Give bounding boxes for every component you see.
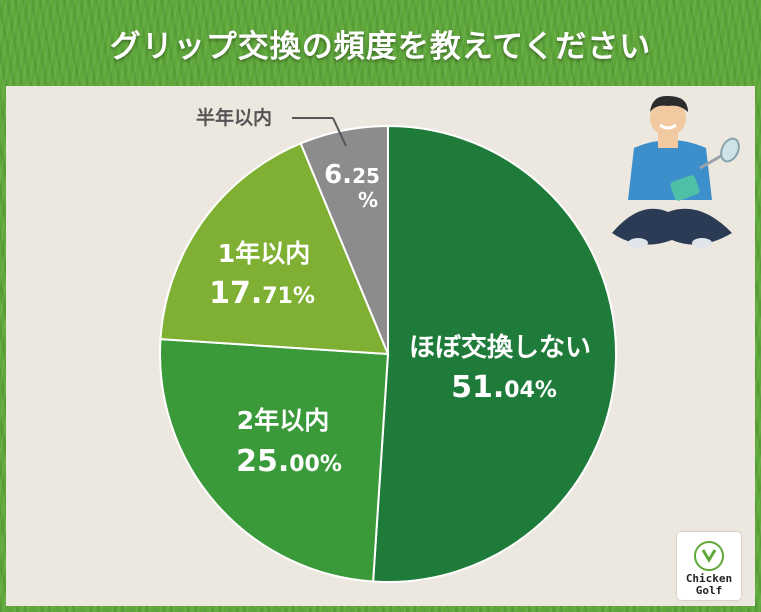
- slice-value-rarely: 51.04%: [451, 370, 557, 405]
- slice-value-half-year-pct: %: [358, 188, 378, 212]
- logo-circle: [694, 541, 724, 571]
- leader-line-angle: [332, 117, 347, 147]
- slice-value-1y: 17.71%: [209, 276, 315, 311]
- pie-slice-2y: [159, 338, 390, 583]
- pie-slice-rarely: [372, 124, 618, 583]
- slice-value-half-year-int: 6.: [324, 160, 352, 190]
- slice-value-1y-dec: 71%: [262, 284, 315, 309]
- slice-label-1y: 1年以内: [218, 239, 310, 268]
- logo-text-line2: Golf: [696, 584, 723, 597]
- slice-value-half-year: 6.25: [324, 160, 380, 190]
- golfer-illustration: [612, 95, 740, 248]
- slice-value-half-year-dec: 25: [352, 164, 380, 188]
- page-title: グリップ交換の頻度を教えてください: [109, 28, 652, 65]
- slice-label-half-year: 半年以内: [196, 106, 272, 129]
- slice-value-2y-int: 25.: [236, 444, 289, 479]
- slice-label-rarely: ほぼ交換しない: [409, 332, 591, 363]
- pie-slice-half-year: [299, 124, 389, 355]
- slice-value-2y: 25.00%: [236, 444, 342, 479]
- slice-value-2y-dec: 00%: [289, 452, 342, 477]
- logo-text-line1: Chicken: [686, 572, 732, 585]
- slice-label-2y: 2年以内: [237, 406, 329, 435]
- slice-value-rarely-int: 51.: [451, 370, 504, 405]
- logo-mark: [701, 549, 717, 563]
- slice-value-rarely-dec: 04%: [504, 378, 557, 403]
- slice-value-1y-int: 17.: [209, 276, 262, 311]
- chicken-golf-logo: Chicken Golf: [677, 532, 741, 600]
- logo-graphic: Chicken Golf: [686, 541, 732, 597]
- pie-slice-1y: [159, 142, 390, 356]
